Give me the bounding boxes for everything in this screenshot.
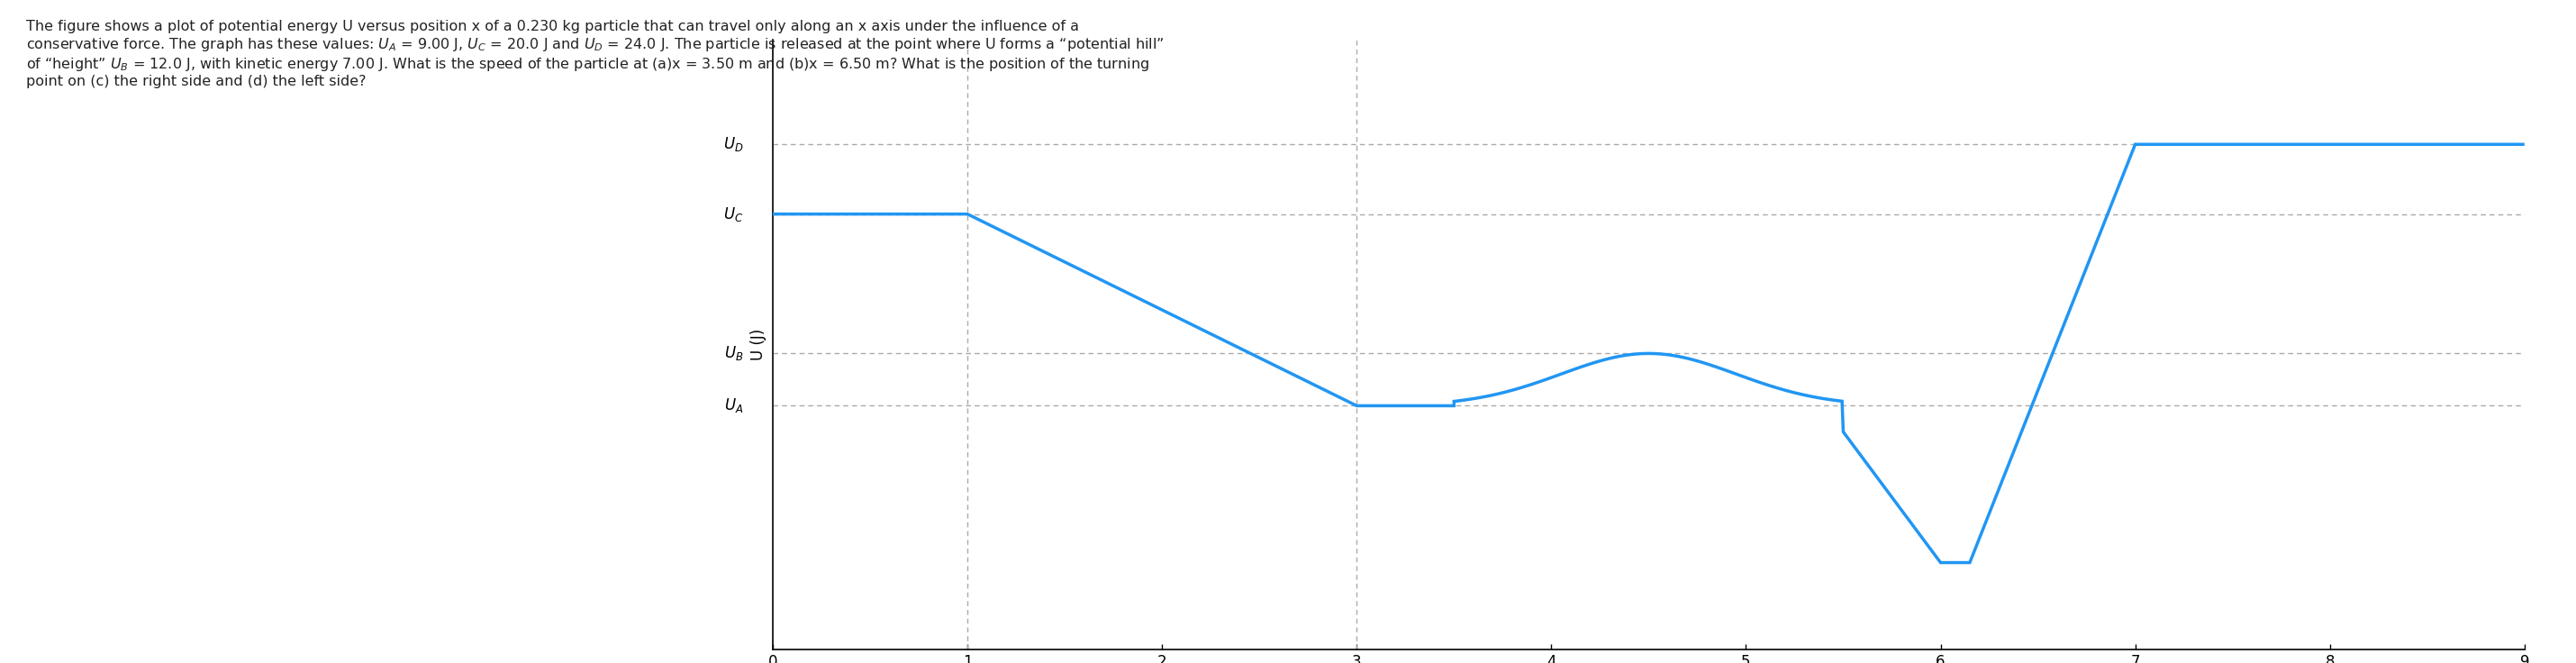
Text: $U_A$: $U_A$ — [724, 396, 744, 415]
Text: $U_B$: $U_B$ — [724, 345, 744, 363]
Text: $U_C$: $U_C$ — [724, 205, 744, 223]
Text: The figure shows a plot of potential energy U versus position x of a 0.230 kg pa: The figure shows a plot of potential ene… — [26, 20, 1164, 88]
Text: $U_D$: $U_D$ — [724, 135, 744, 153]
Y-axis label: U (J): U (J) — [750, 329, 768, 361]
